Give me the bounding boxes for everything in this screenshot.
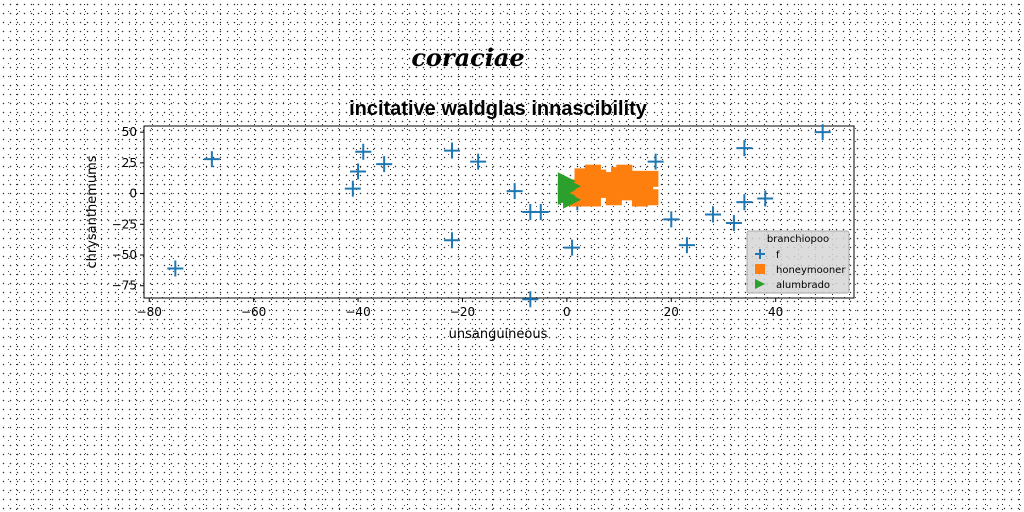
y-tick-label: −25 (112, 217, 137, 231)
legend-label-alumbrado: alumbrado (776, 280, 830, 291)
data-point-honeymooner (605, 172, 622, 189)
y-tick-label: −50 (112, 248, 137, 262)
data-point-f (725, 215, 742, 232)
x-tick-label: −40 (345, 305, 370, 319)
data-point-f (814, 124, 831, 141)
legend: branchiopoo f honeymooner alumbrado (746, 230, 850, 294)
data-point-f (647, 153, 664, 170)
x-tick-label: −80 (137, 305, 162, 319)
y-tick-label: −75 (112, 279, 137, 293)
data-point-f (663, 211, 680, 228)
data-point-f (444, 142, 461, 159)
x-tick-label: 0 (563, 305, 571, 319)
data-point-f (470, 153, 487, 170)
figure-suptitle: coraciae (411, 43, 524, 72)
x-tick-label: −60 (241, 305, 266, 319)
data-point-f (564, 239, 581, 256)
data-point-f (757, 190, 774, 207)
data-point-f (736, 140, 753, 157)
data-point-honeymooner (642, 170, 659, 187)
data-point-honeymooner (584, 164, 601, 181)
legend-marker-alumbrado (755, 279, 765, 289)
legend-title: branchiopoo (767, 234, 829, 245)
legend-label-honeymooner: honeymooner (776, 265, 846, 276)
x-tick-label: −20 (450, 305, 475, 319)
x-axis: −80 −60 −40 −20 0 20 40 (137, 298, 783, 319)
data-point-honeymooner (642, 189, 659, 206)
x-tick-label: 40 (768, 305, 783, 319)
data-point-f (376, 156, 393, 173)
plot-area (143, 125, 855, 299)
y-tick-label: 50 (122, 125, 137, 139)
data-point-f (736, 194, 753, 211)
data-point-alumbrado (563, 177, 582, 196)
data-point-f (522, 291, 539, 308)
data-point-f (444, 232, 461, 249)
y-axis: 50 25 0 −25 −50 −75 (112, 125, 144, 293)
y-axis-label: chrysanthemums (85, 155, 100, 268)
data-point-f (678, 237, 695, 254)
legend-label-f: f (776, 250, 780, 261)
chart-title: incitative waldglas innascibility (349, 98, 648, 120)
x-tick-label: 20 (664, 305, 679, 319)
data-point-f (350, 163, 367, 180)
data-point-f (344, 180, 361, 197)
data-point-f (532, 204, 549, 220)
legend-box (746, 230, 850, 294)
data-point-f (355, 143, 372, 160)
legend-marker-honeymooner (755, 264, 765, 274)
y-tick-label: 0 (129, 187, 137, 201)
legend-marker-f (755, 249, 765, 259)
data-points (167, 124, 831, 308)
data-point-f (705, 206, 722, 223)
data-point-f (203, 151, 220, 168)
data-point-alumbrado (557, 187, 576, 206)
data-point-f (167, 260, 184, 277)
y-tick-label: 25 (122, 156, 137, 170)
x-axis-label: unsanguineous (449, 327, 548, 342)
data-point-f (506, 183, 523, 200)
